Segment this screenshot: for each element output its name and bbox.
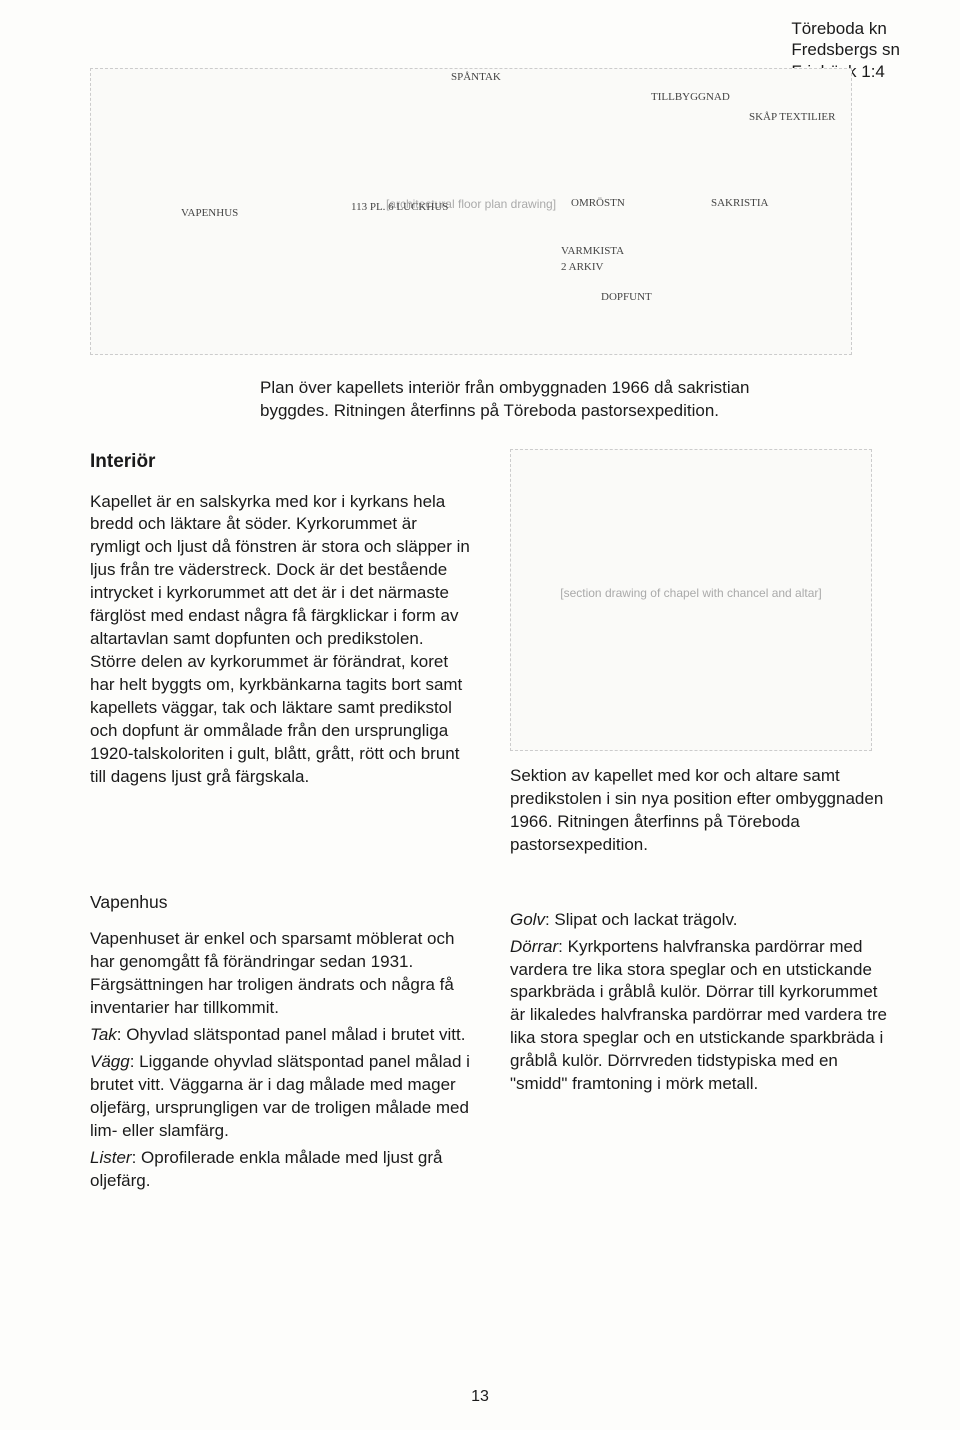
dorrar-text: : Kyrkportens halvfranska pardörrar med … bbox=[510, 937, 887, 1094]
header-line-2: Fredsbergs sn bbox=[791, 39, 900, 60]
vapenhus-heading: Vapenhus bbox=[90, 891, 470, 915]
floorplan-label-textil: SKÅP TEXTILIER bbox=[749, 111, 835, 123]
section-figure: [section drawing of chapel with chancel … bbox=[510, 449, 872, 751]
lister-label: Lister bbox=[90, 1148, 132, 1167]
section-figure-placeholder: [section drawing of chapel with chancel … bbox=[511, 585, 871, 601]
interior-left-col: Interiör Kapellet är en salskyrka med ko… bbox=[90, 449, 470, 857]
interior-right-col: [section drawing of chapel with chancel … bbox=[510, 449, 890, 857]
floorplan-figure: [architectural floor plan drawing] SPÅNT… bbox=[90, 68, 852, 355]
document-page: Töreboda kn Fredsbergs sn Friabäck 1:4 [… bbox=[0, 0, 960, 1430]
floorplan-label-vapenhus: VAPENHUS bbox=[181, 207, 238, 219]
floorplan-label-dop: DOPFUNT bbox=[601, 291, 652, 303]
tak-label: Tak bbox=[90, 1025, 117, 1044]
dorrar-label: Dörrar bbox=[510, 937, 558, 956]
vapenhus-dorrar: Dörrar: Kyrkportens halvfranska pardörra… bbox=[510, 936, 890, 1097]
vagg-text: : Liggande ohyvlad slätspontad panel mål… bbox=[90, 1052, 470, 1140]
interior-heading: Interiör bbox=[90, 449, 470, 475]
interior-columns: Interiör Kapellet är en salskyrka med ko… bbox=[90, 449, 890, 857]
golv-text: : Slipat och lackat trägolv. bbox=[545, 910, 737, 929]
vagg-label: Vägg bbox=[90, 1052, 130, 1071]
tak-text: : Ohyvlad slätspontad panel målad i brut… bbox=[117, 1025, 466, 1044]
vapenhus-vagg: Vägg: Liggande ohyvlad slätspontad panel… bbox=[90, 1051, 470, 1143]
vapenhus-golv: Golv: Slipat och lackat trägolv. bbox=[510, 909, 890, 932]
floorplan-label-sakristia: SAKRISTIA bbox=[711, 197, 768, 209]
section-figure-caption: Sektion av kapellet med kor och altare s… bbox=[510, 765, 890, 857]
vapenhus-columns: Vapenhus Vapenhuset är enkel och sparsam… bbox=[90, 857, 890, 1197]
vapenhus-lister: Lister: Oprofilerade enkla målade med lj… bbox=[90, 1147, 470, 1193]
vapenhus-intro: Vapenhuset är enkel och sparsamt möblera… bbox=[90, 928, 470, 1020]
floorplan-label-tillverkad: TILLBYGGNAD bbox=[651, 91, 730, 103]
interior-body: Kapellet är en salskyrka med kor i kyrka… bbox=[90, 491, 470, 789]
golv-label: Golv bbox=[510, 910, 545, 929]
floorplan-label-omrom: OMRÖSTN bbox=[571, 197, 625, 209]
page-number: 13 bbox=[0, 1388, 960, 1406]
floorplan-label-spantak: SPÅNTAK bbox=[451, 71, 501, 83]
header-line-1: Töreboda kn bbox=[791, 18, 900, 39]
vapenhus-left-col: Vapenhus Vapenhuset är enkel och sparsam… bbox=[90, 857, 470, 1197]
floorplan-label-ark: 2 ARKIV bbox=[561, 261, 603, 273]
vapenhus-tak: Tak: Ohyvlad slätspontad panel målad i b… bbox=[90, 1024, 470, 1047]
floorplan-label-center: 113 PL. 6 LUCKHUS bbox=[351, 201, 448, 213]
floorplan-caption: Plan över kapellets interiör från ombygg… bbox=[260, 377, 800, 423]
vapenhus-right-col: Golv: Slipat och lackat trägolv. Dörrar:… bbox=[510, 857, 890, 1197]
lister-text: : Oprofilerade enkla målade med ljust gr… bbox=[90, 1148, 442, 1190]
floorplan-label-varmk: VARMKISTA bbox=[561, 245, 624, 257]
